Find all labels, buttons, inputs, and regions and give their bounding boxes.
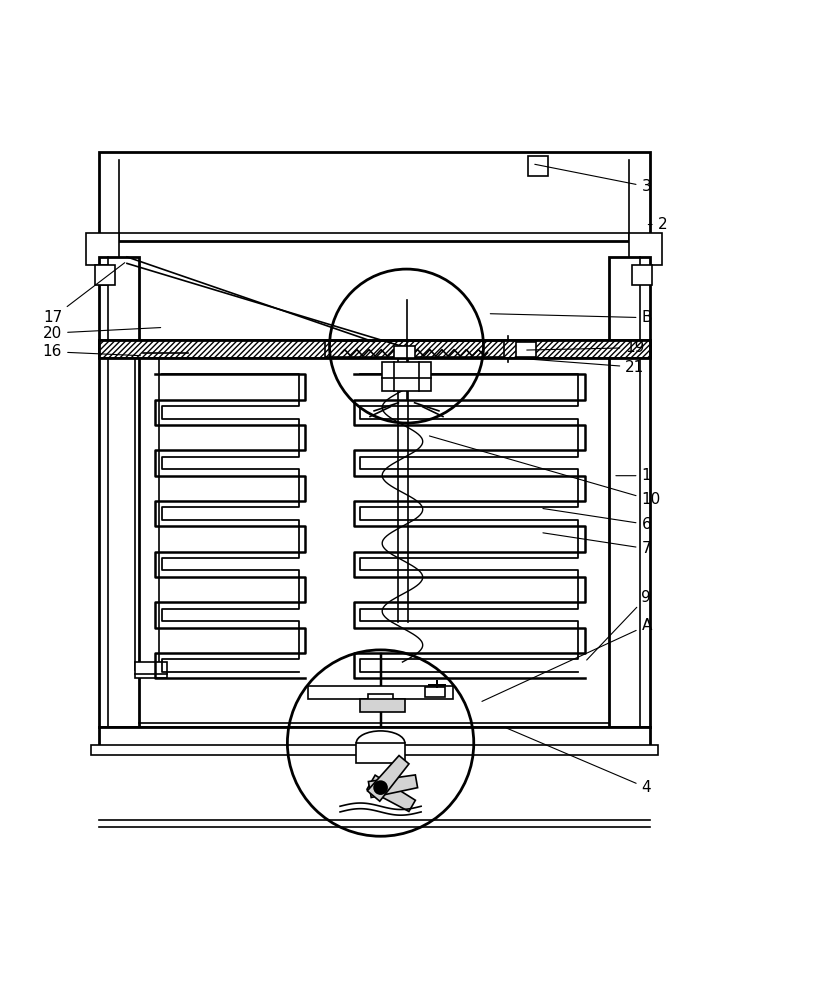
Bar (632, 265, 652, 285)
Polygon shape (367, 775, 415, 811)
Polygon shape (368, 775, 418, 798)
Bar (135, 662, 167, 678)
Text: 19: 19 (527, 340, 645, 355)
Bar (394, 346, 415, 358)
Bar (609, 257, 650, 727)
Bar (94, 265, 115, 285)
Bar (98, 340, 650, 358)
Text: 20: 20 (43, 326, 161, 341)
Circle shape (374, 781, 387, 794)
Text: 9: 9 (587, 590, 651, 660)
Bar (629, 233, 662, 265)
Bar (98, 340, 650, 358)
Bar (98, 257, 139, 727)
Text: 7: 7 (543, 533, 651, 556)
Text: 16: 16 (43, 344, 141, 359)
Bar (90, 745, 658, 755)
Text: 2: 2 (648, 217, 667, 232)
Bar (425, 687, 446, 697)
Bar (368, 694, 393, 711)
Text: 6: 6 (543, 509, 651, 532)
Bar (356, 743, 405, 763)
Text: 21: 21 (520, 358, 645, 375)
Text: 3: 3 (535, 164, 651, 194)
Text: A: A (482, 618, 652, 701)
Bar (86, 233, 119, 265)
Bar (382, 362, 431, 391)
Text: 10: 10 (429, 436, 661, 508)
Bar (98, 152, 650, 241)
Polygon shape (367, 756, 409, 801)
Text: 1: 1 (616, 468, 651, 483)
Bar (307, 686, 454, 699)
Text: B: B (490, 310, 652, 325)
Bar (516, 342, 536, 357)
Text: 4: 4 (506, 728, 651, 795)
Text: 17: 17 (43, 263, 124, 325)
Bar (360, 699, 405, 712)
Bar (98, 727, 650, 747)
Bar (325, 341, 504, 357)
Bar (528, 156, 548, 176)
